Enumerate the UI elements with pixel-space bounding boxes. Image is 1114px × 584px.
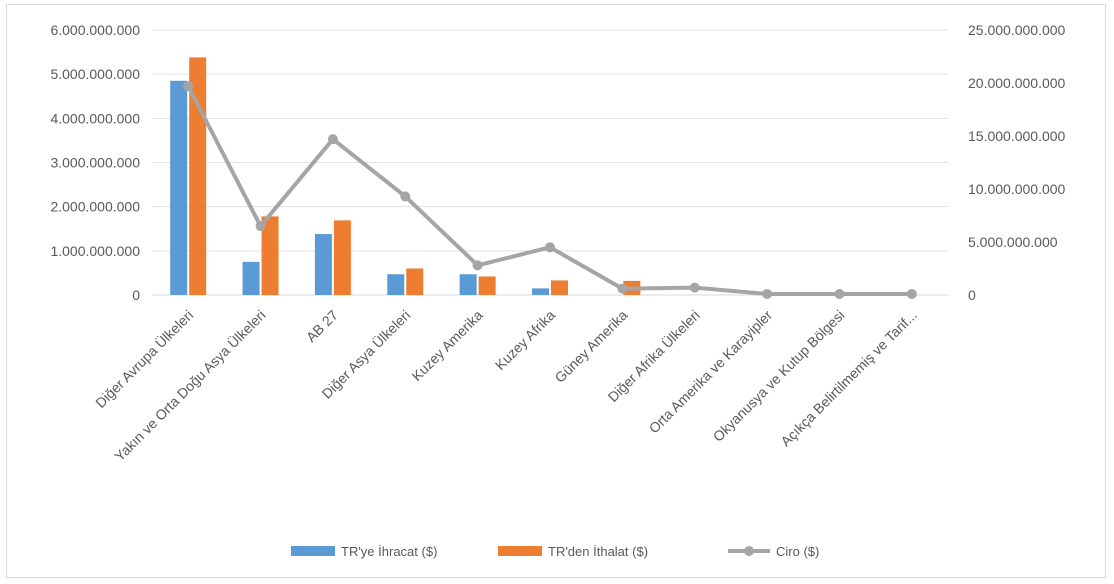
- right-tick-label: 0: [968, 287, 976, 303]
- legend-ciro-label: Ciro ($): [776, 544, 819, 559]
- ciro-line: [183, 81, 917, 299]
- left-tick-label: 5.000.000.000: [50, 66, 140, 82]
- legend-export-label: TR'ye İhracat ($): [341, 544, 437, 559]
- right-axis-ticks: 0 5.000.000.000 10.000.000.000 15.000.000.0…: [968, 22, 1066, 303]
- import-bar: [333, 220, 351, 295]
- ciro-marker: [400, 191, 411, 202]
- legend-ciro-marker: [744, 546, 754, 556]
- ciro-marker: [617, 283, 628, 294]
- export-bar: [242, 261, 260, 295]
- legend-export-swatch: [291, 546, 335, 556]
- left-tick-label: 6.000.000.000: [50, 22, 140, 38]
- import-bar: [551, 280, 568, 295]
- category-label: Açıkça Belirtilmemiş ve Tarif...: [777, 307, 920, 450]
- ciro-marker: [472, 260, 483, 271]
- right-tick-label: 5.000.000.000: [968, 234, 1058, 250]
- category-label: Okyanusya ve Kutup Bölgesi: [710, 307, 848, 445]
- right-tick-label: 15.000.000.000: [968, 128, 1066, 144]
- left-tick-label: 0: [132, 287, 140, 303]
- left-tick-label: 1.000.000.000: [50, 243, 140, 259]
- legend-import-label: TR'den İthalat ($): [548, 544, 648, 559]
- category-label: Güney Amerika: [551, 307, 630, 386]
- ciro-polyline: [186, 85, 912, 296]
- export-bar: [387, 274, 405, 295]
- category-label: Kuzey Afrika: [492, 307, 558, 373]
- legend: TR'ye İhracat ($) TR'den İthalat ($) Ciro …: [291, 544, 819, 559]
- left-tick-label: 3.000.000.000: [50, 155, 140, 171]
- ciro-marker: [255, 221, 266, 232]
- ciro-marker: [762, 288, 773, 299]
- right-tick-label: 10.000.000.000: [968, 181, 1066, 197]
- export-bar: [314, 234, 332, 295]
- export-bar: [532, 288, 549, 295]
- import-bar: [406, 268, 424, 295]
- import-bar: [261, 216, 279, 295]
- legend-import-swatch: [498, 546, 542, 556]
- category-label: Yakın ve Orta Doğu Asya Ülkeleri: [110, 306, 268, 464]
- left-tick-label: 4.000.000.000: [50, 110, 140, 126]
- import-bar: [478, 276, 496, 295]
- export-bar: [459, 274, 477, 295]
- category-label: AB 27: [303, 307, 341, 345]
- right-tick-label: 25.000.000.000: [968, 22, 1066, 38]
- category-label: Kuzey Amerika: [408, 307, 485, 384]
- left-tick-label: 2.000.000.000: [50, 199, 140, 215]
- export-bar: [170, 80, 188, 296]
- ciro-marker: [327, 134, 338, 145]
- ciro-marker: [183, 81, 194, 92]
- ciro-marker: [834, 288, 845, 299]
- right-tick-label: 20.000.000.000: [968, 75, 1066, 91]
- category-label: Orta Amerika ve Karayipler: [646, 307, 776, 437]
- ciro-marker: [689, 282, 700, 293]
- left-axis-ticks: 0 1.000.000.000 2.000.000.000 3.000.000.000…: [50, 22, 140, 303]
- ciro-marker: [906, 288, 917, 299]
- ciro-marker: [545, 242, 555, 253]
